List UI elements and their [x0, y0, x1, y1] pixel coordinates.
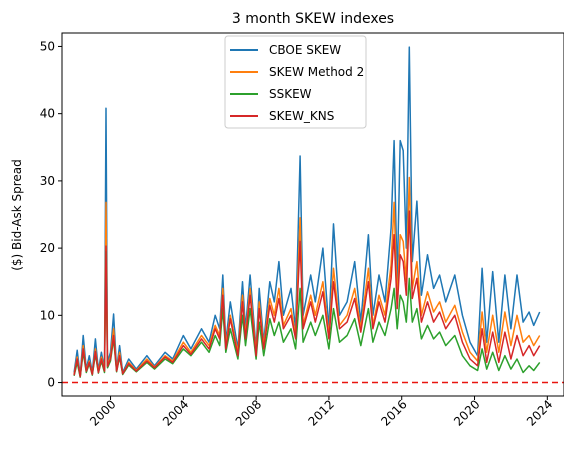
series-lines: [73, 46, 541, 378]
y-tick-label: 50: [40, 39, 55, 53]
y-tick-label: 10: [40, 308, 55, 322]
x-axis: 2000 2004 2008 2012 2016 2020 2024: [87, 396, 555, 429]
legend-box: [224, 35, 367, 129]
legend-label: SKEW_KNS: [269, 109, 334, 123]
x-tick-label: 2016: [378, 397, 409, 428]
x-tick-label: 2004: [160, 397, 191, 428]
x-tick-label: 2024: [524, 397, 555, 428]
chart-title: 3 month SKEW indexes: [232, 11, 394, 27]
y-tick-label: 40: [40, 107, 55, 121]
legend: CBOE SKEW SKEW Method 2 SSKEW SKEW_KNS: [224, 35, 367, 129]
y-tick-label: 0: [47, 376, 55, 390]
x-tick-label: 2000: [87, 397, 118, 428]
series-line-1: [73, 176, 541, 378]
legend-label: SSKEW: [269, 87, 312, 101]
x-tick-label: 2012: [306, 397, 337, 428]
series-line-3: [73, 210, 541, 378]
y-axis-title: ($) Bid-Ask Spread: [10, 159, 24, 271]
y-tick-label: 30: [40, 174, 55, 188]
plot-frame: [61, 32, 564, 397]
y-tick-label: 20: [40, 241, 55, 255]
legend-label: SKEW Method 2: [269, 65, 364, 79]
x-tick-label: 2008: [233, 397, 264, 428]
y-axis: 0 10 20 30 40 50: [40, 39, 62, 390]
x-tick-label: 2020: [451, 397, 482, 428]
legend-label: CBOE SKEW: [269, 43, 341, 57]
